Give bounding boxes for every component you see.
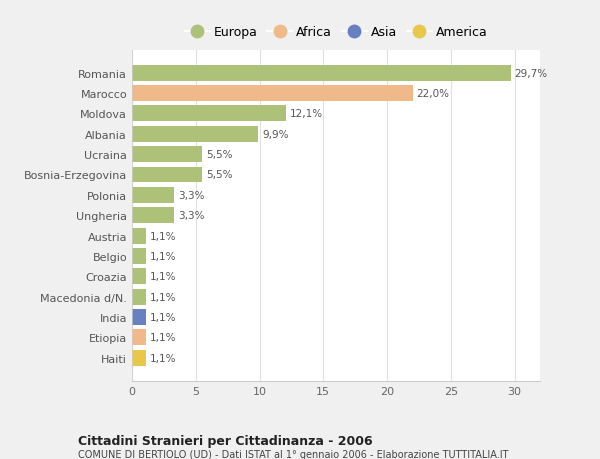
Text: COMUNE DI BERTIOLO (UD) - Dati ISTAT al 1° gennaio 2006 - Elaborazione TUTTITALI: COMUNE DI BERTIOLO (UD) - Dati ISTAT al … xyxy=(78,449,509,459)
Text: Cittadini Stranieri per Cittadinanza - 2006: Cittadini Stranieri per Cittadinanza - 2… xyxy=(78,434,373,447)
Text: 3,3%: 3,3% xyxy=(178,211,205,221)
Text: 12,1%: 12,1% xyxy=(290,109,323,119)
Text: 1,1%: 1,1% xyxy=(150,333,176,343)
Bar xyxy=(132,208,174,224)
Bar xyxy=(132,66,511,81)
Bar xyxy=(132,289,146,305)
Text: 9,9%: 9,9% xyxy=(262,129,289,140)
Bar xyxy=(132,187,174,203)
Bar xyxy=(132,86,413,102)
Bar xyxy=(132,106,286,122)
Text: 1,1%: 1,1% xyxy=(150,353,176,363)
Text: 29,7%: 29,7% xyxy=(515,68,548,78)
Bar xyxy=(132,228,146,244)
Text: 1,1%: 1,1% xyxy=(150,313,176,322)
Bar xyxy=(132,248,146,264)
Text: 3,3%: 3,3% xyxy=(178,190,205,201)
Bar xyxy=(132,350,146,366)
Legend: Europa, Africa, Asia, America: Europa, Africa, Asia, America xyxy=(182,24,490,42)
Text: 1,1%: 1,1% xyxy=(150,292,176,302)
Bar xyxy=(132,269,146,285)
Text: 5,5%: 5,5% xyxy=(206,170,232,180)
Bar xyxy=(132,167,202,183)
Text: 1,1%: 1,1% xyxy=(150,231,176,241)
Text: 22,0%: 22,0% xyxy=(416,89,449,99)
Bar xyxy=(132,147,202,162)
Bar xyxy=(132,309,146,325)
Text: 1,1%: 1,1% xyxy=(150,272,176,282)
Text: 1,1%: 1,1% xyxy=(150,252,176,261)
Text: 5,5%: 5,5% xyxy=(206,150,232,160)
Bar xyxy=(132,127,258,142)
Bar xyxy=(132,330,146,346)
